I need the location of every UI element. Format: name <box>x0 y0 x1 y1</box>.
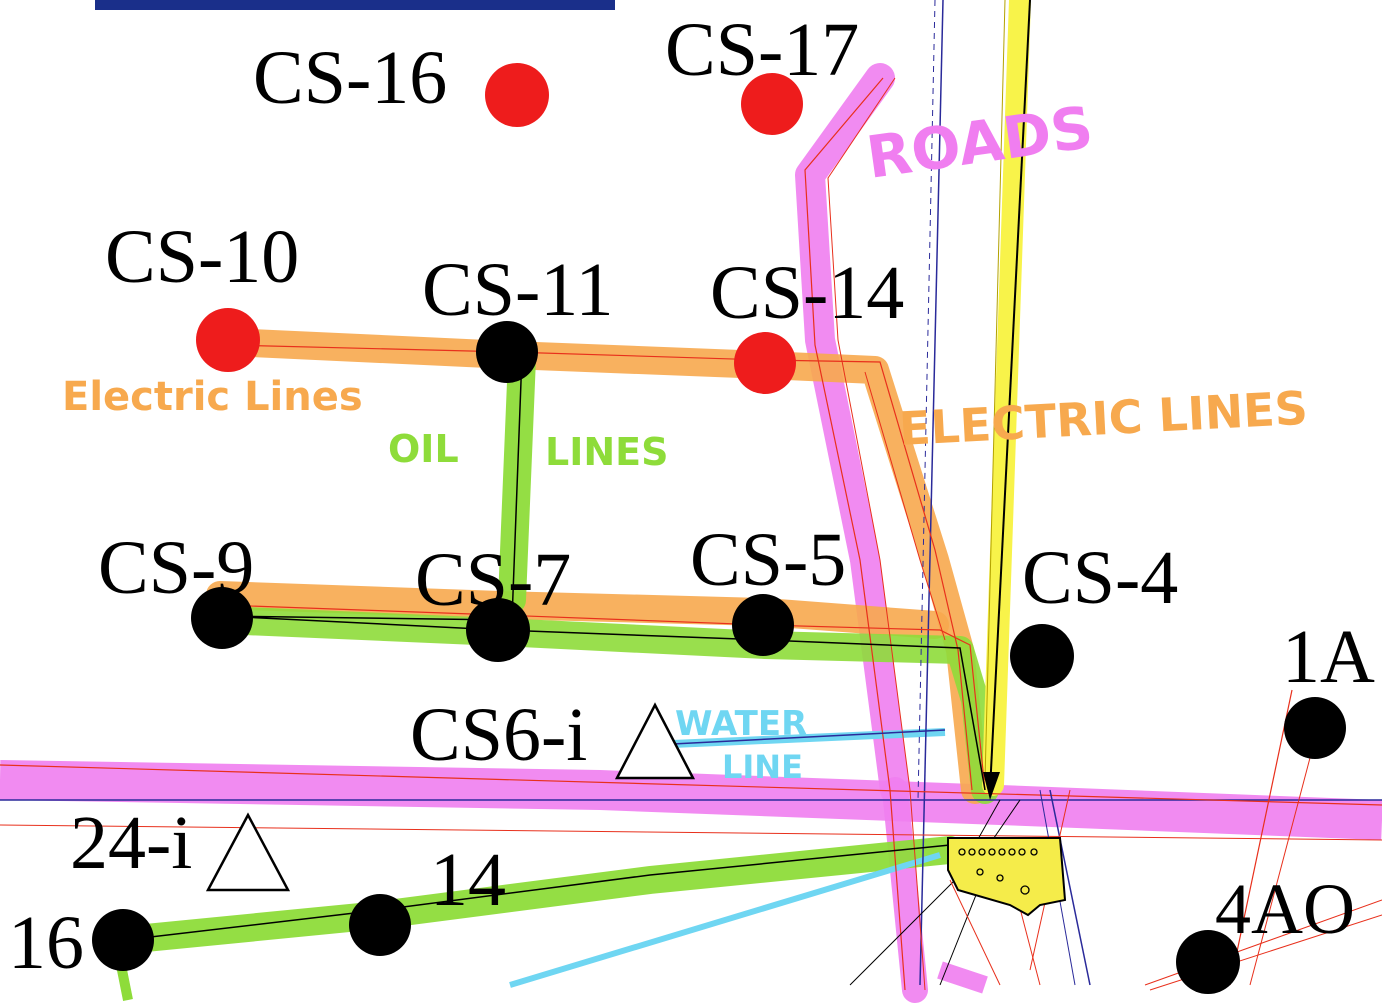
well-label: 14 <box>430 838 506 922</box>
water-label: WATER <box>675 704 807 744</box>
well-cs17[interactable]: CS-17 <box>665 8 859 135</box>
triangle-icon <box>205 812 291 892</box>
well-1a[interactable]: 1A <box>1282 615 1375 759</box>
well-4ao[interactable]: 4AO <box>1176 869 1355 994</box>
injection-well-24i[interactable]: 24-i <box>70 801 291 892</box>
water-line-label: LINE <box>722 748 803 786</box>
electric-lines-label-right: ELECTRIC LINES <box>898 381 1309 456</box>
well-cs16[interactable]: CS-16 <box>253 36 549 127</box>
well-label: CS-5 <box>690 518 846 602</box>
well-16[interactable]: 16 <box>8 901 154 985</box>
electric-lines-label-left: Electric Lines <box>62 374 363 420</box>
well-label: CS-10 <box>105 215 299 299</box>
well-label: 16 <box>8 901 84 985</box>
injection-well-cs6i[interactable]: CS6-i <box>410 693 696 780</box>
well-cs5[interactable]: CS-5 <box>690 518 846 656</box>
oil-lines-label: LINES <box>545 430 668 474</box>
triangle-icon <box>614 702 696 780</box>
well-label: CS-16 <box>253 36 447 120</box>
well-cs14[interactable]: CS-14 <box>710 251 904 394</box>
well-label: 1A <box>1282 615 1375 699</box>
well-cs4[interactable]: CS-4 <box>1010 536 1178 688</box>
well-label: CS6-i <box>410 693 587 777</box>
oil-label: OIL <box>388 427 459 471</box>
well-label: CS-17 <box>665 8 859 92</box>
well-label: CS-11 <box>422 248 613 332</box>
well-label: 4AO <box>1215 869 1355 949</box>
well-label: CS-14 <box>710 251 904 335</box>
roads-label: ROADS <box>862 93 1096 192</box>
well-label: CS-4 <box>1022 536 1178 620</box>
well-label: 24-i <box>70 801 192 885</box>
well-label: CS-9 <box>98 526 254 610</box>
heading-fragment <box>95 0 615 10</box>
well-cs10[interactable]: CS-10 <box>105 215 299 372</box>
well-14[interactable]: 14 <box>349 838 506 956</box>
arrow-head-icon <box>983 772 1000 800</box>
facility <box>947 837 1067 917</box>
well-label: CS-7 <box>415 538 571 622</box>
well-cs7[interactable]: CS-7 <box>415 538 571 662</box>
well-cs9[interactable]: CS-9 <box>98 526 254 649</box>
well-cs11[interactable]: CS-11 <box>422 248 613 383</box>
